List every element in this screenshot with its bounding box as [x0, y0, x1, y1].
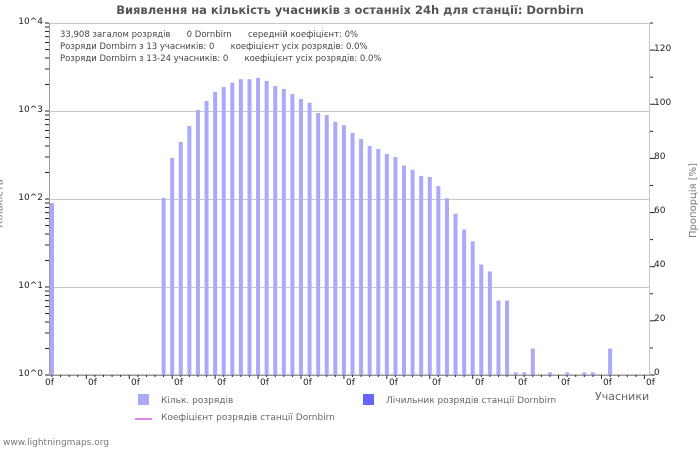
left-tick-0: 10^0 — [18, 369, 43, 379]
left-tick-4: 10^4 — [18, 17, 43, 27]
right-tick-60: 60 — [654, 206, 666, 216]
right-axis-label: Пропорція [%] — [688, 162, 700, 239]
x-tick: 0f — [475, 378, 484, 388]
left-axis-label: Кількість — [0, 179, 6, 228]
x-tick: 0f — [303, 378, 312, 388]
right-tick-120: 120 — [654, 44, 672, 54]
x-tick: 0f — [131, 378, 140, 388]
left-tick-1: 10^1 — [18, 281, 43, 291]
right-tick-20: 20 — [654, 314, 666, 324]
x-tick: 0f — [561, 378, 570, 388]
x-tick: 0f — [603, 378, 612, 388]
legend-station-count: Лічильник розрядів станції Dornbirn — [386, 396, 557, 406]
right-tick-0: 0 — [654, 368, 660, 378]
left-tick-3: 10^3 — [18, 105, 43, 115]
info-line-1: 33,908 загалом розрядів 0 Dornbirn серед… — [60, 30, 359, 40]
x-tick: 0f — [432, 378, 441, 388]
footer-credit: www.lightningmaps.org — [3, 438, 109, 448]
right-tick-80: 80 — [654, 152, 666, 162]
right-tick-100: 100 — [654, 98, 672, 108]
x-tick: 0f — [88, 378, 97, 388]
x-tick: 0f — [646, 378, 655, 388]
x-axis-label: Учасники — [595, 390, 650, 403]
x-tick: 0f — [518, 378, 527, 388]
info-line-2: Розряди Dornbirn з 13 учасників: 0 коефі… — [60, 42, 368, 52]
x-tick: 0f — [260, 378, 269, 388]
x-tick: 0f — [174, 378, 183, 388]
info-line-3: Розряди Dornbirn з 13-24 учасників: 0 ко… — [60, 54, 382, 64]
x-tick: 0f — [389, 378, 398, 388]
x-tick: 0f — [217, 378, 226, 388]
legend-swatch-count — [138, 394, 149, 405]
left-tick-2: 10^2 — [18, 193, 43, 203]
x-tick: 0f — [346, 378, 355, 388]
chart-title: Виявлення на кількість учасників з остан… — [116, 3, 584, 17]
legend-line-ratio — [135, 418, 152, 420]
legend-swatch-station-count — [363, 394, 374, 405]
legend-station-ratio: Коефіцієнт розрядів станції Dornbirn — [161, 413, 335, 423]
right-tick-40: 40 — [654, 260, 666, 270]
legend-count: Кільк. розрядів — [161, 396, 234, 406]
x-tick: 0f — [45, 378, 54, 388]
